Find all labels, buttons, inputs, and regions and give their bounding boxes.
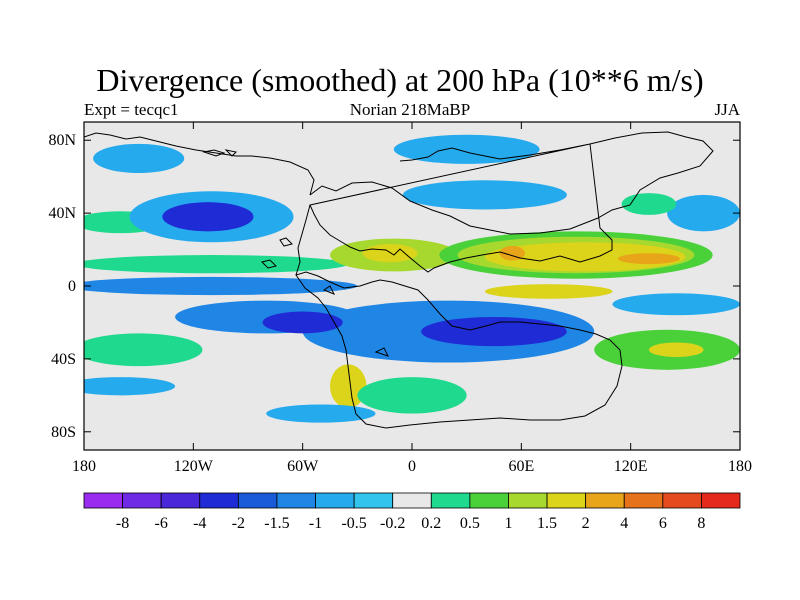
chart-title: Divergence (smoothed) at 200 hPa (10**6 … (96, 62, 704, 98)
colorbar-label: 6 (659, 515, 667, 532)
field-region-arctic-blue (393, 134, 540, 164)
colorbar-label: 4 (620, 515, 628, 532)
y-tick-label: 40N (48, 205, 76, 222)
field-region-tethys-orange (484, 242, 686, 272)
x-tick-label: 180 (728, 458, 752, 475)
colorbar-swatch (508, 492, 548, 509)
field-region-far-east-blue (667, 194, 740, 232)
y-tick-label: 0 (68, 278, 76, 295)
x-tick-label: 120E (614, 458, 648, 475)
field-region-south-pacific-blue (84, 377, 176, 396)
colorbar-label: -1 (309, 515, 322, 532)
colorbar-label: -2 (232, 515, 245, 532)
field-region-asia-north-green (621, 193, 677, 215)
field-region-south-pacific-green (84, 333, 203, 367)
coastline (84, 131, 714, 429)
field-region-equatorial-orange (484, 284, 613, 299)
colorbar-label: -0.2 (380, 515, 405, 532)
y-tick-label: 80N (48, 132, 76, 149)
colorbar-swatch (276, 492, 316, 509)
southern-pangaea-coastline (295, 271, 623, 429)
field-region-tropical-pacific-green-band (84, 255, 349, 274)
x-tick-label: 180 (72, 458, 96, 475)
field-region-tethys-east-core (617, 253, 680, 265)
field-region-tropical-pacific-blue-band (84, 276, 358, 296)
field-region-tethys-west-core (499, 245, 525, 261)
season-label: JJA (714, 100, 740, 119)
colorbar-label: -6 (155, 515, 168, 532)
field-region-southwest-core (262, 311, 343, 334)
y-tick-label: 40S (51, 351, 76, 368)
x-tick-label: 60W (287, 458, 319, 475)
field-region-central-atlantic-core (362, 244, 418, 263)
colorbar-label: 2 (582, 515, 590, 532)
field-region-north-pacific-blue (93, 143, 185, 174)
x-tick-label: 0 (408, 458, 416, 475)
colorbar-label: 0.2 (421, 515, 441, 532)
colorbar-label: 0.5 (460, 515, 480, 532)
period-label: Norian 218MaBP (349, 100, 471, 119)
colorbar-swatch (546, 492, 587, 509)
x-tick-label: 120W (174, 458, 214, 475)
colorbar-swatch (353, 492, 394, 509)
colorbar-label: -8 (116, 515, 129, 532)
colorbar-label: -1.5 (264, 515, 289, 532)
field-region-south-america-south-blue (266, 404, 376, 423)
field-region-europe-blue (402, 180, 567, 210)
colorbar-swatch (392, 492, 432, 509)
colorbar: -8 -6 -4 -2 -1.5 -1 -0.5 -0.2 0.2 0.5 1 1.5 2 4 6 8 (83, 492, 741, 532)
experiment-label: Expt = tecqc1 (84, 100, 179, 119)
colorbar-swatch (701, 492, 741, 509)
divergence-field (84, 134, 740, 423)
colorbar-label: 8 (697, 515, 705, 532)
field-region-pangaea-south-core (421, 316, 567, 347)
x-tick-label: 60E (508, 458, 534, 475)
field-region-eastern-pacific-core (162, 202, 254, 232)
y-tick-label: 80S (51, 424, 76, 441)
colorbar-swatch (237, 492, 278, 509)
colorbar-swatch (662, 492, 702, 509)
field-region-south-atlantic-orange (330, 364, 367, 409)
field-region-south-ocean-green (357, 377, 467, 414)
y-axis: 80N 40N 0 40S 80S (48, 132, 740, 441)
colorbar-label: -0.5 (341, 515, 366, 532)
colorbar-label: 1 (504, 515, 512, 532)
field-region-southeast-orange (648, 342, 704, 358)
x-axis: 180 120W 60W 0 60E 120E 180 (72, 122, 752, 475)
field-region-east-blue (612, 293, 740, 316)
colorbar-swatch (83, 492, 123, 509)
colorbar-label: 1.5 (537, 515, 557, 532)
colorbar-swatch (469, 492, 509, 509)
colorbar-swatch (199, 492, 239, 509)
colorbar-swatch (315, 492, 355, 509)
island-arc-1 (202, 149, 238, 157)
colorbar-swatch (623, 492, 664, 509)
colorbar-swatch (122, 492, 162, 509)
western-margin-coastline (295, 204, 311, 276)
pangaea-coastline (309, 131, 714, 273)
colorbar-swatch (585, 492, 625, 509)
colorbar-swatch (160, 492, 201, 509)
colorbar-swatch (430, 492, 471, 509)
island-arc-2 (261, 237, 389, 357)
colorbar-label: -4 (193, 515, 206, 532)
